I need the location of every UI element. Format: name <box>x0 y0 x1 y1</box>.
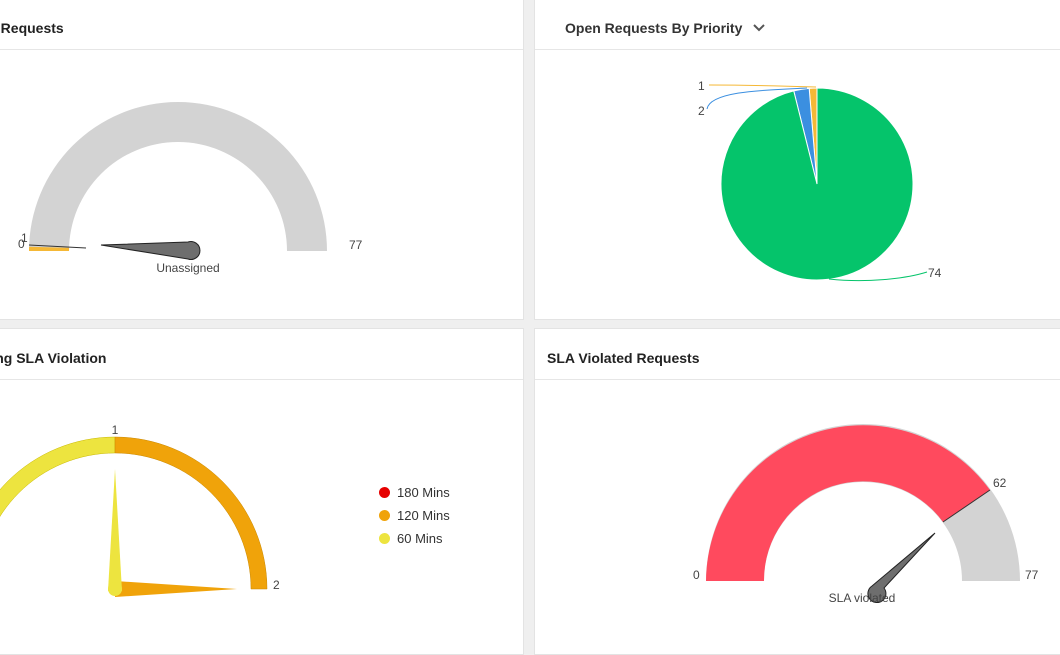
legend-label: 120 Mins <box>397 508 450 523</box>
approaching-sla-panel: Approaching SLA Violation 1 2 180 Mins 1… <box>0 328 524 655</box>
sla-needle-hub <box>108 582 122 596</box>
gauge-min-label: 0 <box>693 568 700 582</box>
sla-violated-panel: SLA Violated Requests 0 62 77 SLA violat… <box>534 328 1060 655</box>
legend-item-180[interactable]: 180 Mins <box>379 481 450 504</box>
open-requests-panel: Open Requests 0 1 77 Unassigned <box>0 0 524 320</box>
gauge-caption: SLA violated <box>829 591 896 605</box>
gauge-value-label: 62 <box>993 476 1007 490</box>
sla-mid-label: 1 <box>112 423 119 437</box>
sla-needle-yellow <box>108 469 122 591</box>
panel-header: SLA Violated Requests <box>535 329 1060 380</box>
pie-slice-label: 1 <box>698 79 705 93</box>
legend-dot <box>379 487 390 498</box>
panel-title: Approaching SLA Violation <box>0 350 107 366</box>
panel-header: Approaching SLA Violation <box>0 329 523 380</box>
gauge-value-arc <box>29 246 70 251</box>
legend-item-120[interactable]: 120 Mins <box>379 504 450 527</box>
pie-leader-line <box>828 271 928 282</box>
sla-gauge[interactable]: 1 2 <box>0 329 524 655</box>
priority-panel: Open Requests By Priority 1 2 74 <box>534 0 1060 320</box>
panel-title: SLA Violated Requests <box>547 350 700 366</box>
open-requests-gauge[interactable]: 0 1 77 Unassigned <box>0 0 524 320</box>
gauge-caption: Unassigned <box>156 261 219 275</box>
gauge-max-label: 77 <box>349 238 363 252</box>
gauge-needle <box>100 241 201 260</box>
sla-violated-gauge[interactable]: 0 62 77 SLA violated <box>535 329 1060 655</box>
sla-orange-arc <box>114 436 268 590</box>
panel-header: Open Requests <box>0 0 523 50</box>
chevron-down-icon[interactable] <box>750 17 768 37</box>
panel-header: Open Requests By Priority <box>535 0 1060 50</box>
sla-yellow-arc <box>0 436 116 517</box>
panel-title: Open Requests By Priority <box>565 20 743 36</box>
legend-item-60[interactable]: 60 Mins <box>379 527 450 550</box>
pie-slice-label: 2 <box>698 104 705 118</box>
gauge-value-divider <box>942 489 991 523</box>
pie-leader-line <box>706 87 808 110</box>
priority-pie-chart[interactable]: 1 2 74 <box>535 0 1060 320</box>
legend-dot <box>379 510 390 521</box>
gauge-needle <box>867 532 936 603</box>
sla-legend: 180 Mins 120 Mins 60 Mins <box>379 481 450 550</box>
sla-needle-orange <box>115 581 237 597</box>
gauge-value-divider <box>28 244 87 249</box>
gauge-min-label: 0 <box>18 237 25 251</box>
legend-label: 60 Mins <box>397 531 443 546</box>
pie-leader-line <box>708 84 817 88</box>
pie-slice[interactable] <box>720 87 914 281</box>
gauge-value-arc <box>706 425 990 581</box>
sla-max-label: 2 <box>273 578 280 592</box>
legend-label: 180 Mins <box>397 485 450 500</box>
legend-dot <box>379 533 390 544</box>
gauge-value-label: 1 <box>21 231 28 245</box>
pie-slice-label: 74 <box>928 266 942 280</box>
gauge-max-label: 77 <box>1025 568 1039 582</box>
gauge-track <box>29 102 327 251</box>
panel-title: Open Requests <box>0 20 64 36</box>
